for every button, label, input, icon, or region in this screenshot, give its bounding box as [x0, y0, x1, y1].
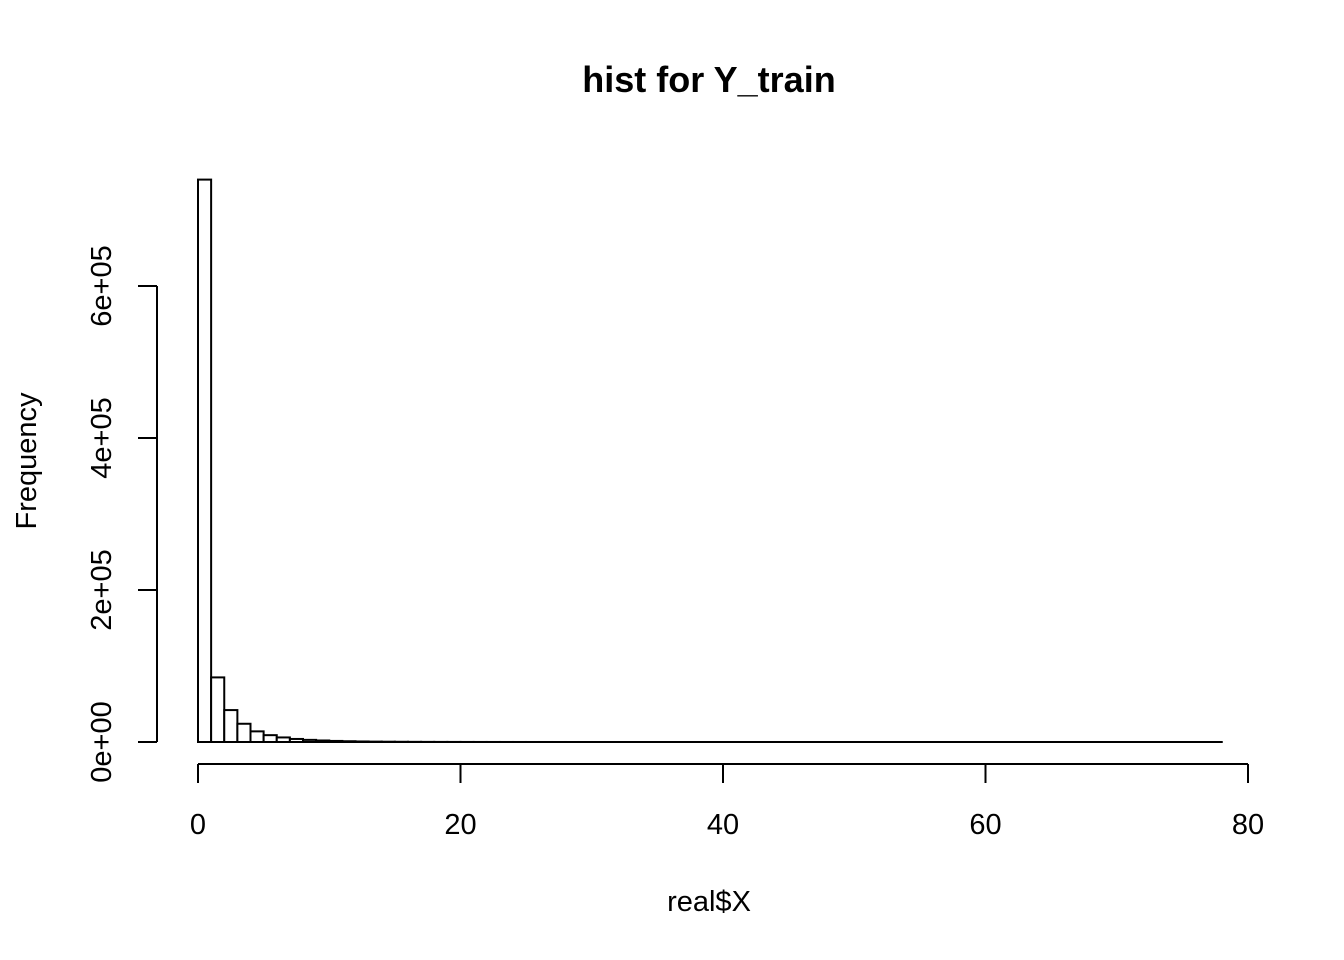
histogram-bar	[354, 740, 370, 744]
x-tick-label: 60	[969, 809, 1001, 841]
y-tick-label: 2e+05	[86, 549, 118, 630]
y-axis: 0e+00 2e+05 4e+05 6e+05	[86, 245, 158, 783]
histogram-bar	[288, 737, 304, 744]
histogram-bar	[197, 178, 213, 744]
histogram-bar	[341, 740, 357, 743]
histogram-bar	[249, 730, 265, 743]
y-tick-label: 6e+05	[86, 245, 118, 326]
histogram-bar	[275, 736, 291, 744]
histogram-bar	[262, 734, 278, 743]
x-tick-label: 20	[444, 809, 476, 841]
x-tick-label: 80	[1232, 809, 1264, 841]
y-tick-label: 0e+00	[86, 701, 118, 782]
bars-group	[197, 178, 1223, 744]
x-axis: 0 20 40 60 80	[190, 763, 1264, 841]
chart-title: hist for Y_train	[582, 59, 835, 100]
histogram-bar	[236, 722, 252, 744]
histogram-bar	[302, 738, 318, 744]
histogram-bar	[210, 676, 226, 744]
x-tick-label: 0	[190, 809, 206, 841]
y-tick-label: 4e+05	[86, 397, 118, 478]
histogram-bar	[315, 739, 331, 743]
x-axis-label: real$X	[667, 886, 751, 918]
y-axis-label: Frequency	[11, 392, 43, 530]
histogram-bar	[328, 739, 344, 743]
x-tick-label: 40	[707, 809, 739, 841]
histogram-bar	[223, 709, 239, 744]
